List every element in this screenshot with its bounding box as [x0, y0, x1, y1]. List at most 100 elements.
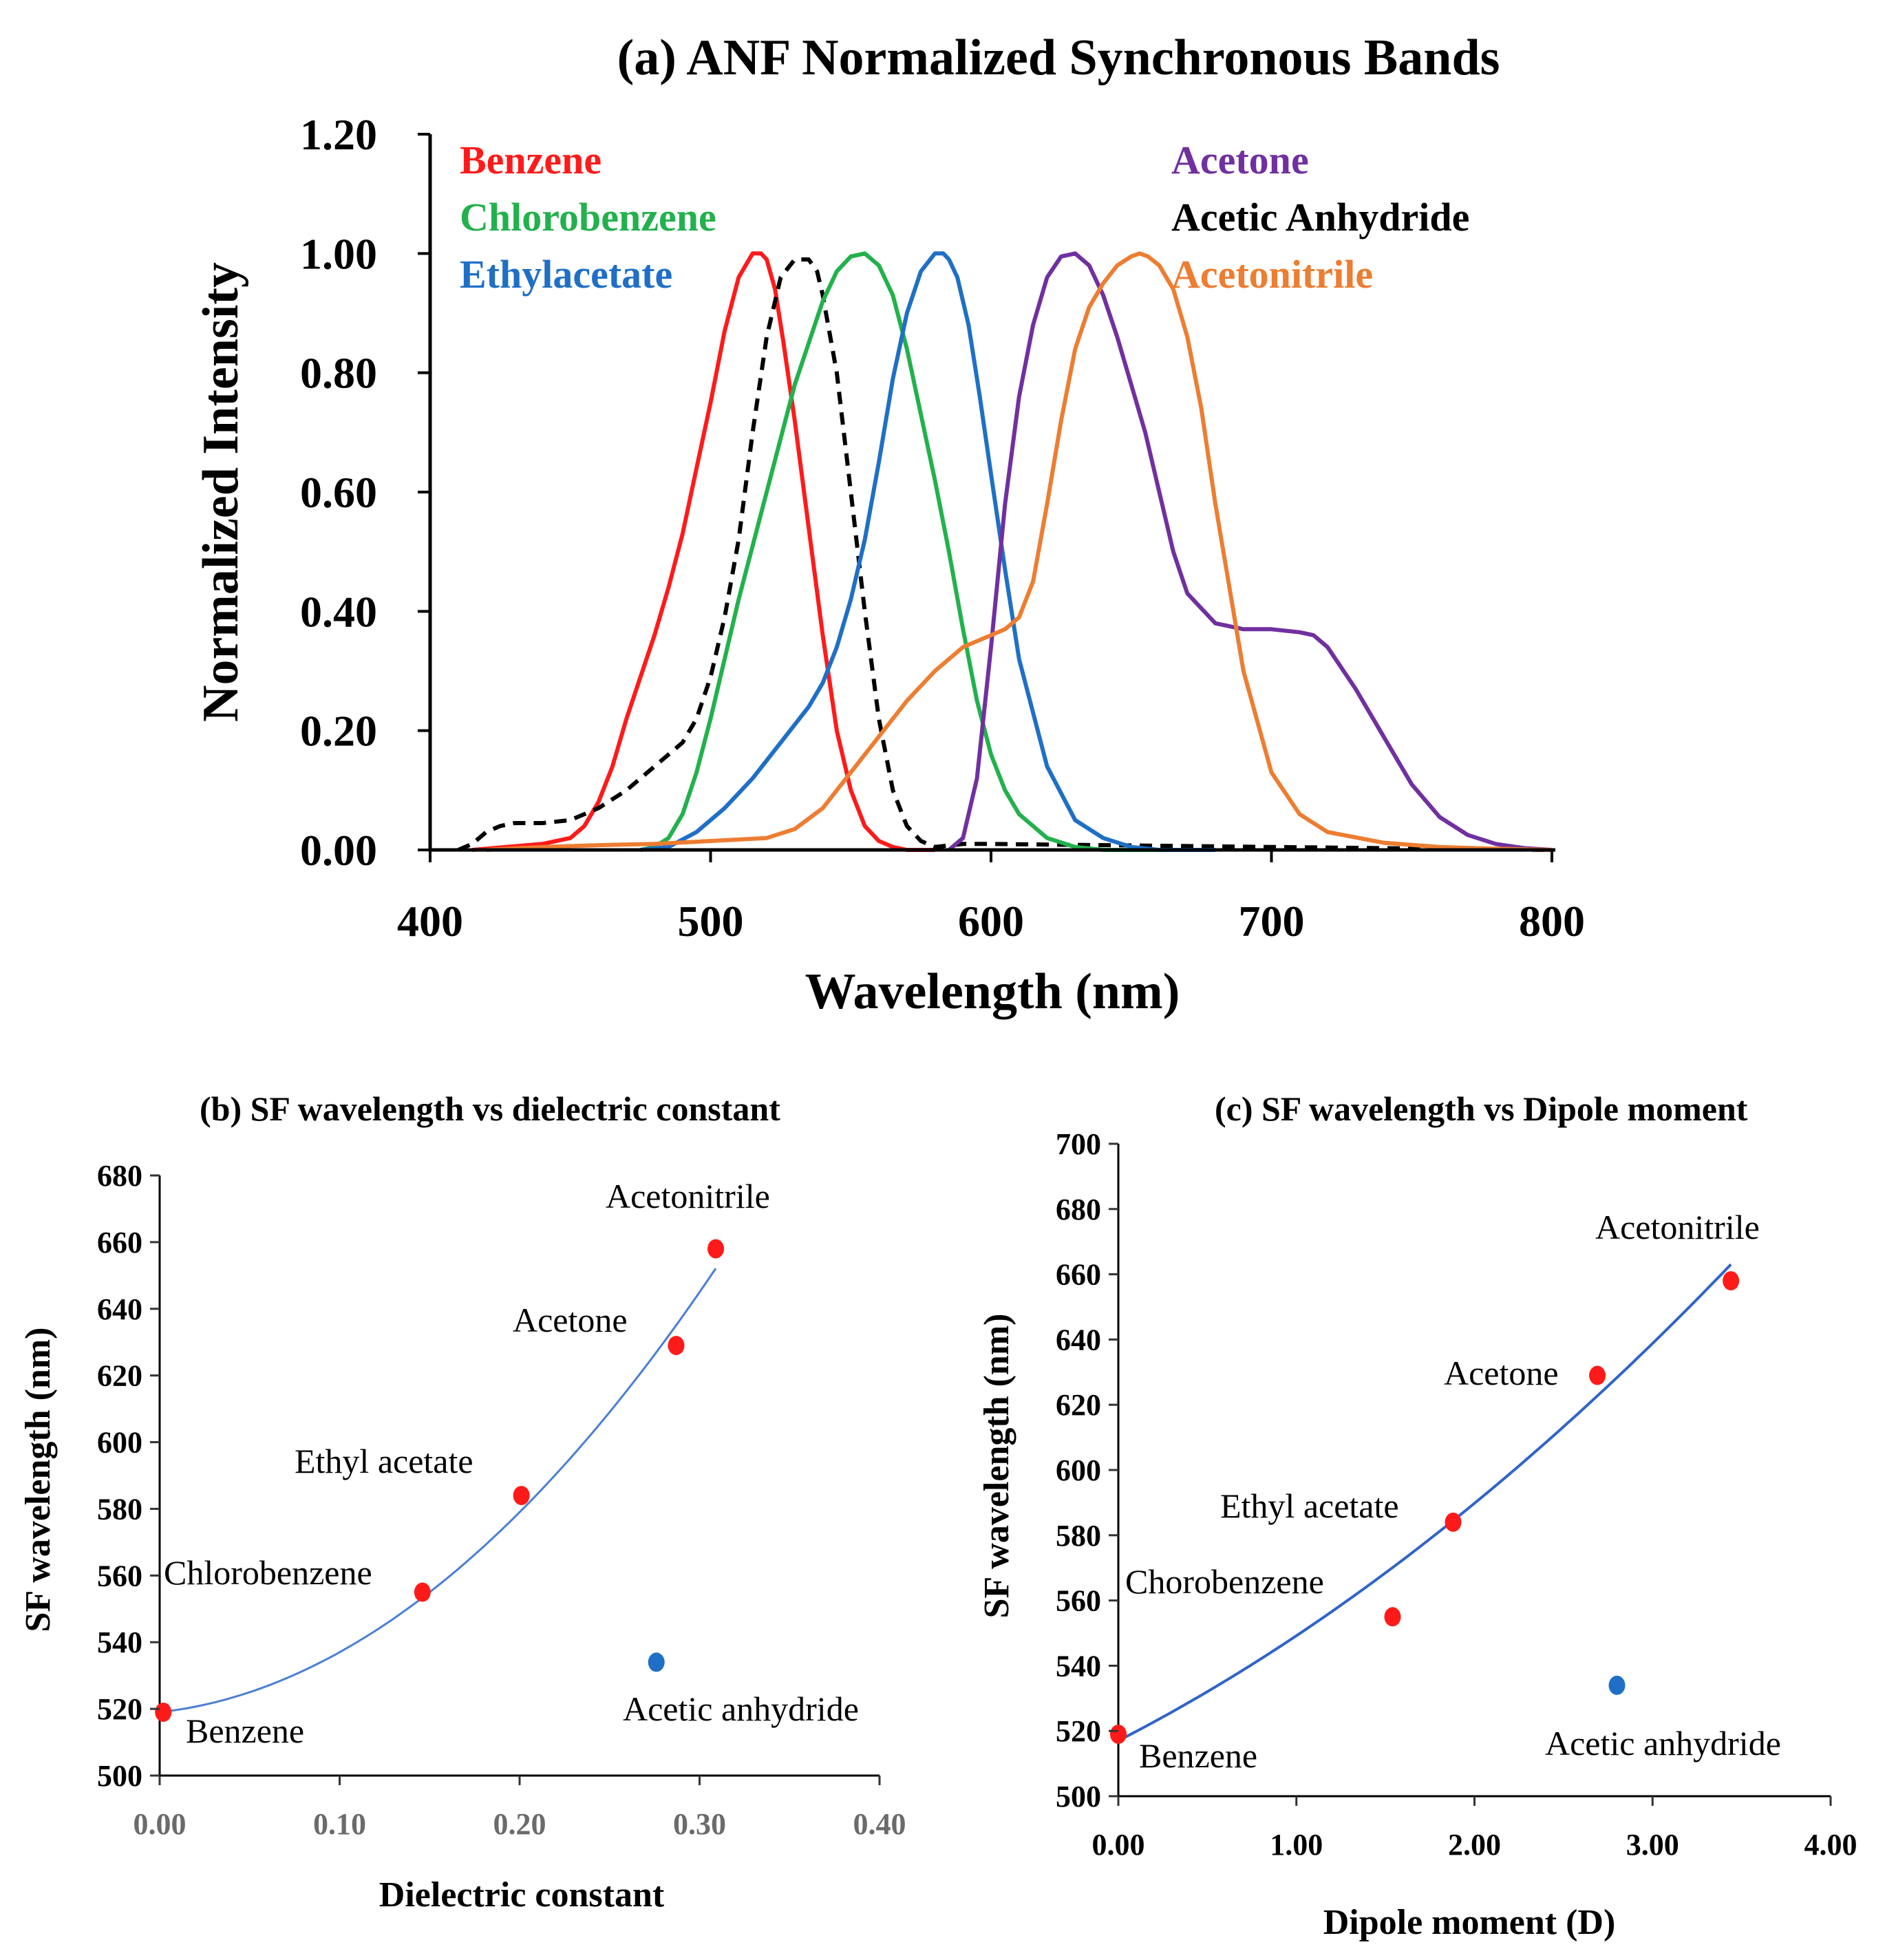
x-tick-label: 1.00 [1270, 1828, 1323, 1862]
y-tick-label: 640 [97, 1292, 142, 1326]
y-tick-label: 640 [1056, 1323, 1101, 1356]
panel-b-trendline-group [159, 1268, 717, 1714]
y-tick-label: 520 [97, 1692, 142, 1726]
y-tick-label: 540 [1056, 1649, 1101, 1683]
x-tick-label: 4.00 [1804, 1828, 1857, 1862]
panel-b-label-benzene: Benzene [186, 1712, 304, 1750]
y-tick-label: 680 [1056, 1193, 1101, 1226]
data-point-acetone [1589, 1365, 1606, 1385]
data-point-benzene [1110, 1724, 1127, 1744]
x-tick-label: 2.00 [1448, 1828, 1501, 1862]
panel-c-scatter-chart: (c) SF wavelength vs Dipole moment 0.00 1… [977, 1089, 1857, 1942]
legend-acetic-anhydride: Acetic Anhydride [1171, 195, 1469, 239]
x-tick-label: 500 [678, 897, 744, 946]
x-tick-label: 400 [397, 897, 463, 946]
y-tick-label: 600 [97, 1426, 142, 1460]
x-tick-label: 700 [1239, 897, 1305, 946]
y-tick-label: 0.40 [300, 587, 377, 636]
trendline [159, 1268, 717, 1714]
legend-benzene: Benzene [460, 138, 601, 182]
y-tick-label: 0.60 [300, 468, 377, 517]
x-tick-label: 0.30 [673, 1807, 726, 1841]
legend-acetone: Acetone [1171, 138, 1309, 182]
panel-b-y-ticks: 500 520 540 560 580 600 620 640 660 680 [97, 1159, 160, 1793]
panel-a-line-chart: (a) ANF Normalized Synchronous Bands 400… [193, 30, 1585, 1020]
panel-b-label-acetonitrile: Acetonitrile [606, 1177, 770, 1215]
series-line-acetone [947, 251, 1553, 852]
panel-c-y-ticks: 500 520 540 560 580 600 620 640 660 680 700 [1056, 1127, 1118, 1813]
panel-b-label-acetic-anhydride: Acetic anhydride [623, 1690, 859, 1728]
y-tick-label: 0.00 [300, 826, 377, 875]
panel-b-points-group [155, 1239, 725, 1722]
x-tick-label: 0.00 [134, 1807, 187, 1841]
x-tick-label: 0.40 [853, 1807, 906, 1841]
panel-c-trendline-group [1118, 1263, 1732, 1743]
legend-ethylacetate: Ethylacetate [460, 252, 672, 297]
panel-b-x-axis-label: Dielectric constant [379, 1875, 665, 1915]
x-tick-label: 800 [1519, 897, 1585, 946]
y-tick-label: 1.20 [300, 110, 377, 159]
data-point-chlorobenzene [414, 1582, 431, 1602]
y-tick-label: 580 [1056, 1519, 1101, 1553]
y-tick-label: 700 [1056, 1127, 1101, 1161]
y-tick-label: 660 [97, 1226, 142, 1259]
data-point-chorobenzene [1384, 1607, 1401, 1627]
panel-a-x-axis-label: Wavelength (nm) [805, 963, 1180, 1020]
data-point-acetic-anhydride [1608, 1675, 1626, 1695]
x-tick-label: 600 [958, 897, 1024, 946]
legend-acetonitrile: Acetonitrile [1171, 252, 1373, 297]
panel-b-label-acetone: Acetone [513, 1301, 628, 1339]
y-tick-label: 500 [1056, 1780, 1101, 1813]
panel-a-x-ticks: 400 500 600 700 800 [397, 850, 1585, 946]
y-tick-label: 580 [97, 1492, 142, 1526]
panel-b-y-axis-label: SF wavelength (nm) [19, 1328, 58, 1632]
y-tick-label: 500 [97, 1759, 142, 1793]
y-tick-label: 520 [1056, 1714, 1101, 1748]
series-line-ethylacetate [640, 251, 1215, 852]
panel-c-title: (c) SF wavelength vs Dipole moment [1215, 1089, 1748, 1128]
panel-a-series-group [457, 251, 1553, 852]
panel-c-x-axis-label: Dipole moment (D) [1323, 1903, 1616, 1942]
data-point-ethyl-acetate [513, 1486, 530, 1506]
panel-c-x-ticks: 0.00 1.00 2.00 3.00 4.00 [1092, 1796, 1857, 1862]
y-tick-label: 540 [97, 1626, 142, 1659]
y-tick-label: 1.00 [300, 229, 377, 278]
x-tick-label: 0.20 [493, 1807, 546, 1841]
trendline [1118, 1263, 1732, 1743]
x-tick-label: 0.00 [1092, 1828, 1145, 1862]
series-line-acetonitrile [486, 251, 1553, 852]
series-line-chlorobenzene [639, 251, 1160, 852]
panel-c-points-group [1110, 1271, 1740, 1744]
panel-c-label-acetone: Acetone [1444, 1354, 1559, 1392]
y-tick-label: 680 [97, 1159, 142, 1193]
panel-c-label-ethyl-acetate: Ethyl acetate [1220, 1487, 1399, 1525]
legend-chlorobenzene: Chlorobenzene [460, 195, 716, 239]
panel-a-y-ticks: 0.00 0.20 0.40 0.60 0.80 1.00 1.20 [300, 110, 430, 875]
y-tick-label: 560 [97, 1559, 142, 1592]
panel-b-label-chlorobenzene: Chlorobenzene [164, 1553, 372, 1592]
data-point-acetonitrile [1723, 1271, 1740, 1291]
y-tick-label: 560 [1056, 1584, 1101, 1618]
x-tick-label: 3.00 [1626, 1828, 1679, 1862]
y-tick-label: 0.20 [300, 707, 377, 756]
y-tick-label: 660 [1056, 1258, 1101, 1292]
series-line-benzene [471, 251, 935, 852]
data-point-acetonitrile [707, 1239, 725, 1259]
data-point-acetic-anhydride [648, 1652, 665, 1672]
panel-b-label-ethyl-acetate: Ethyl acetate [295, 1442, 473, 1480]
panel-b-title: (b) SF wavelength vs dielectric constant [200, 1089, 780, 1128]
y-tick-label: 620 [1056, 1388, 1101, 1422]
y-tick-label: 620 [97, 1359, 142, 1393]
data-point-acetone [668, 1336, 685, 1356]
panel-b-x-ticks: 0.00 0.10 0.20 0.30 0.40 [134, 1776, 906, 1841]
series-line-acetic-anhydride [457, 257, 1553, 852]
y-tick-label: 600 [1056, 1453, 1101, 1487]
data-point-benzene [155, 1702, 172, 1722]
panel-a-y-axis-label: Normalized Intensity [193, 262, 249, 722]
y-tick-label: 0.80 [300, 349, 377, 398]
panel-c-label-benzene: Benzene [1139, 1736, 1257, 1775]
panel-a-title: (a) ANF Normalized Synchronous Bands [617, 30, 1500, 86]
x-tick-label: 0.10 [313, 1807, 366, 1841]
